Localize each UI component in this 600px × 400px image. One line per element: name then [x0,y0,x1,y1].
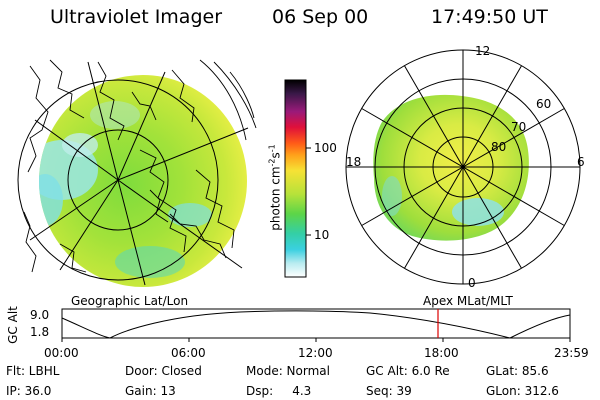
info-glat: GLat: 85.6 [486,364,549,378]
mlat-label-60: 60 [536,97,552,111]
aurora-image-geographic [39,75,247,287]
latitude-circle [67,129,169,231]
observation-time: 17:49:50 UT [431,6,548,28]
info-gc-alt: GC Alt: 6.0 Re [366,364,450,378]
orbit-ytick-1.8: 1.8 [30,325,50,339]
orbit-xtick-0000: 00:00 [44,346,79,360]
info-seq: Seq: 39 [366,384,412,398]
latitude-circle [17,79,219,281]
observation-date: 06 Sep 00 [272,6,369,28]
orbit-x-ticks [61,338,571,342]
orbit-plot-frame [61,308,571,339]
info-dsp: Dsp: 4.3 [246,384,312,398]
instrument-title: Ultraviolet Imager [50,6,223,28]
colorbar [284,79,311,278]
info-filter: Flt: LBHL [6,364,60,378]
mlt-label-6: 6 [577,155,585,169]
apex-label: Apex MLat/MLT [423,294,513,308]
info-glon: GLon: 312.6 [486,384,559,398]
orbit-ytick-9: 9.0 [30,308,50,322]
colorbar-label-s: s [268,152,283,159]
aurora-image-magnetic [373,94,529,241]
colorbar-tick-10: 10 [314,228,330,242]
info-ip: IP: 36.0 [6,384,52,398]
mlat-label-80: 80 [491,140,507,154]
mlt-label-18: 18 [346,155,362,169]
mlt-label-12: 12 [475,44,491,58]
geographic-label: Geographic Lat/Lon [71,294,189,308]
orbit-xtick-2359: 23:59 [554,346,589,360]
colorbar-gradient [284,79,307,278]
orbit-plot [61,308,571,342]
mlat-label-70: 70 [511,120,527,134]
cyan-patch-right [452,198,504,226]
colorbar-label: photon cm-2s-1 [268,133,283,243]
colorbar-label-exp2: -1 [267,144,277,153]
colorbar-label-unit: photon cm [268,166,283,231]
polar-plot [345,49,581,285]
orbit-ylabel: GC Alt [5,306,20,344]
colorbar-tick-100: 100 [314,141,337,155]
meridian-lines [29,61,249,286]
info-door: Door: Closed [125,364,202,378]
orbit-xtick-0600: 06:00 [171,346,206,360]
colorbar-label-exp1: -2 [267,158,277,167]
altitude-curve [61,310,571,339]
mlt-label-0: 0 [468,276,476,290]
mlt-lines [346,50,580,284]
orbit-xtick-1800: 18:00 [424,346,459,360]
coastlines [23,59,257,273]
info-gain: Gain: 13 [125,384,176,398]
geographic-map [17,59,257,287]
cyan-patch-right-edge [382,176,402,216]
info-mode: Mode: Normal [246,364,330,378]
orbit-xtick-1200: 12:00 [298,346,333,360]
